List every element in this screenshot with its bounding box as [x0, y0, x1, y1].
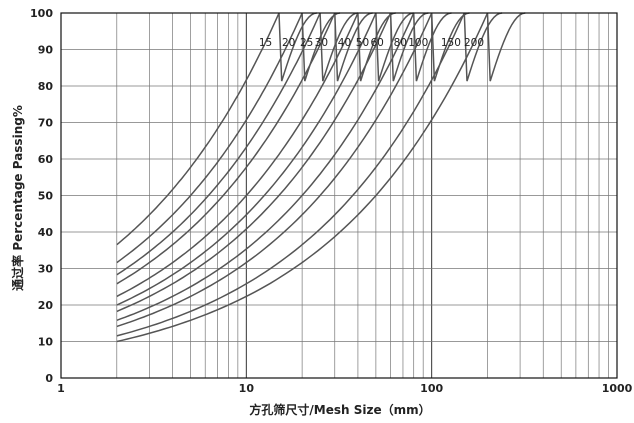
curve-150 — [116, 12, 503, 337]
series-labels: 15 20 25 30 40 50 60 80 100 150 200 — [259, 37, 484, 49]
series-label-60: 60 — [370, 37, 383, 49]
y-tick-label: 50 — [38, 190, 54, 203]
series-label-80: 80 — [394, 37, 407, 49]
x-tick-label: 100 — [420, 382, 443, 395]
series-label-50: 50 — [356, 37, 369, 49]
series-label-100: 100 — [408, 37, 428, 49]
y-tick-label: 20 — [38, 299, 54, 312]
series-label-30: 30 — [315, 37, 328, 49]
curve-25 — [116, 12, 359, 276]
y-axis-title: 通过率 Percentage Passing% — [10, 105, 25, 291]
x-tick-label: 1 — [57, 382, 65, 395]
grid — [61, 13, 617, 378]
y-tick-label: 100 — [30, 7, 53, 20]
y-tick-label: 10 — [38, 336, 54, 349]
series-label-15: 15 — [259, 37, 272, 49]
series-label-200: 200 — [464, 37, 484, 49]
series-label-150: 150 — [441, 37, 461, 49]
y-tick-label: 30 — [38, 263, 54, 276]
y-tick-label: 70 — [38, 117, 54, 130]
curve-200 — [116, 12, 526, 343]
y-tick-label: 80 — [38, 80, 54, 93]
plot-frame — [60, 12, 618, 379]
series-label-20: 20 — [282, 37, 295, 49]
x-axis-title: 方孔筛尺寸/Mesh Size（mm） — [249, 402, 430, 417]
curve-100 — [116, 12, 470, 328]
y-tick-label: 0 — [45, 372, 53, 385]
y-tick-label: 90 — [38, 44, 54, 57]
series-label-25: 25 — [300, 37, 313, 49]
y-tick-label: 40 — [38, 226, 54, 239]
series-label-40: 40 — [338, 37, 351, 49]
x-tick-label: 1000 — [602, 382, 633, 395]
grading-curves — [116, 12, 526, 343]
x-tick-label: 10 — [239, 382, 255, 395]
y-tick-label: 60 — [38, 153, 54, 166]
